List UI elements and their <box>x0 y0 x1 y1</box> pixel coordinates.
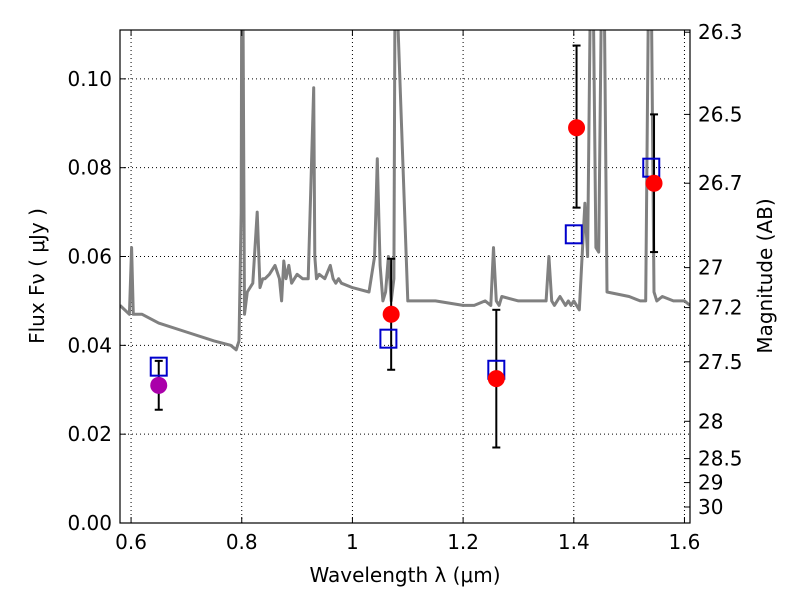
y2-axis-label: Magnitude (AB) <box>753 198 777 353</box>
x-tick-label: 1.2 <box>447 530 479 554</box>
observed-flux-point <box>150 376 168 394</box>
x-tick-label: 1.4 <box>558 530 590 554</box>
x-axis-ticks: 0.6 0.8 1 1.2 1.4 1.6 <box>115 30 700 554</box>
model-flux-square <box>379 328 398 349</box>
y2-tick-label: 26.3 <box>698 20 743 44</box>
y-tick-label: 0.08 <box>67 156 112 180</box>
x-tick-label: 0.8 <box>226 530 258 554</box>
plot-frame <box>119 29 691 524</box>
y-tick-label: 0.02 <box>67 422 112 446</box>
y2-tick-label: 27.5 <box>698 350 743 374</box>
y2-tick-label: 27 <box>698 256 723 280</box>
observed-flux-point <box>568 119 586 137</box>
y2-tick-label: 28.5 <box>698 447 743 471</box>
y-axis-ticks: 0.00 0.02 0.04 0.06 0.08 0.10 <box>67 67 126 535</box>
x-axis-label: Wavelength λ (μm) <box>309 563 500 587</box>
x-tick-label: 1 <box>346 530 359 554</box>
y2-tick-label: 28 <box>698 409 723 433</box>
model-flux-square <box>149 356 168 377</box>
model-flux-square <box>564 224 583 245</box>
observed-flux-point <box>382 305 400 323</box>
observed-flux-point <box>645 174 663 192</box>
y2-tick-label: 30 <box>698 495 723 519</box>
y2-tick-label: 27.2 <box>698 296 743 320</box>
observed-flux-point <box>487 370 505 388</box>
y2-tick-label: 26.7 <box>698 171 743 195</box>
points-layer <box>149 44 663 449</box>
y-tick-label: 0.10 <box>67 67 112 91</box>
y2-tick-label: 26.5 <box>698 102 743 126</box>
y-tick-label: 0.00 <box>67 511 112 535</box>
y2-tick-label: 29 <box>698 471 723 495</box>
x-tick-label: 1.6 <box>669 530 701 554</box>
model-spectrum-line <box>120 30 690 352</box>
spectrum-layer <box>120 30 690 352</box>
y-axis-label: Flux Fν ( μJy ) <box>25 208 49 344</box>
x-tick-label: 0.6 <box>115 530 147 554</box>
y-tick-label: 0.04 <box>67 333 112 357</box>
y-tick-label: 0.06 <box>67 245 112 269</box>
